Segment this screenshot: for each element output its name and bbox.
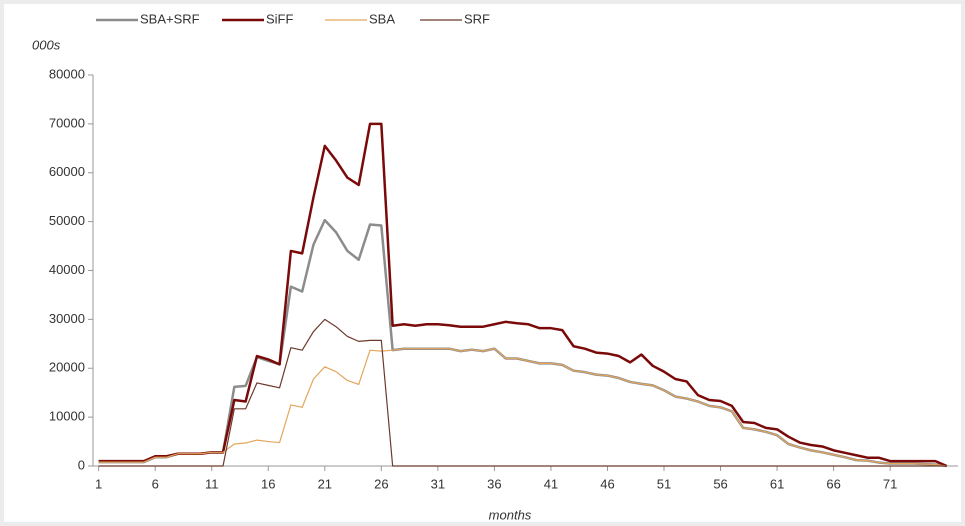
x-axis-label: months — [489, 507, 532, 522]
legend-label: SRF — [464, 11, 490, 26]
x-tick-label: 61 — [770, 476, 784, 491]
x-tick-label: 31 — [431, 476, 445, 491]
y-tick-label: 20000 — [49, 360, 85, 375]
x-tick-label: 11 — [205, 476, 219, 491]
y-tick-label: 60000 — [49, 164, 85, 179]
legend-label: SBA — [369, 11, 395, 26]
x-tick-label: 51 — [657, 476, 671, 491]
x-tick-label: 6 — [152, 476, 159, 491]
x-tick-label: 71 — [883, 476, 897, 491]
y-tick-label: 0 — [78, 457, 85, 472]
y-axis-label: 000s — [32, 37, 61, 52]
x-tick-label: 56 — [713, 476, 727, 491]
y-tick-label: 70000 — [49, 115, 85, 130]
x-tick-label: 66 — [826, 476, 840, 491]
series-line — [98, 122, 948, 468]
legend-label: SBA+SRF — [140, 11, 200, 26]
x-tick-label: 41 — [544, 476, 558, 491]
x-tick-label: 21 — [318, 476, 332, 491]
chart-area — [4, 4, 961, 522]
y-tick-label: 40000 — [49, 262, 85, 277]
legend-label: SiFF — [266, 11, 294, 26]
y-tick-label: 80000 — [49, 66, 85, 81]
series-line — [98, 318, 947, 467]
y-tick-label: 30000 — [49, 311, 85, 326]
x-tick-label: 36 — [487, 476, 501, 491]
y-tick-label: 50000 — [49, 213, 85, 228]
x-tick-label: 1 — [95, 476, 102, 491]
x-tick-label: 46 — [600, 476, 614, 491]
series-line — [98, 348, 947, 467]
x-tick-label: 16 — [261, 476, 275, 491]
y-tick-label: 10000 — [49, 409, 85, 424]
x-tick-label: 26 — [374, 476, 388, 491]
